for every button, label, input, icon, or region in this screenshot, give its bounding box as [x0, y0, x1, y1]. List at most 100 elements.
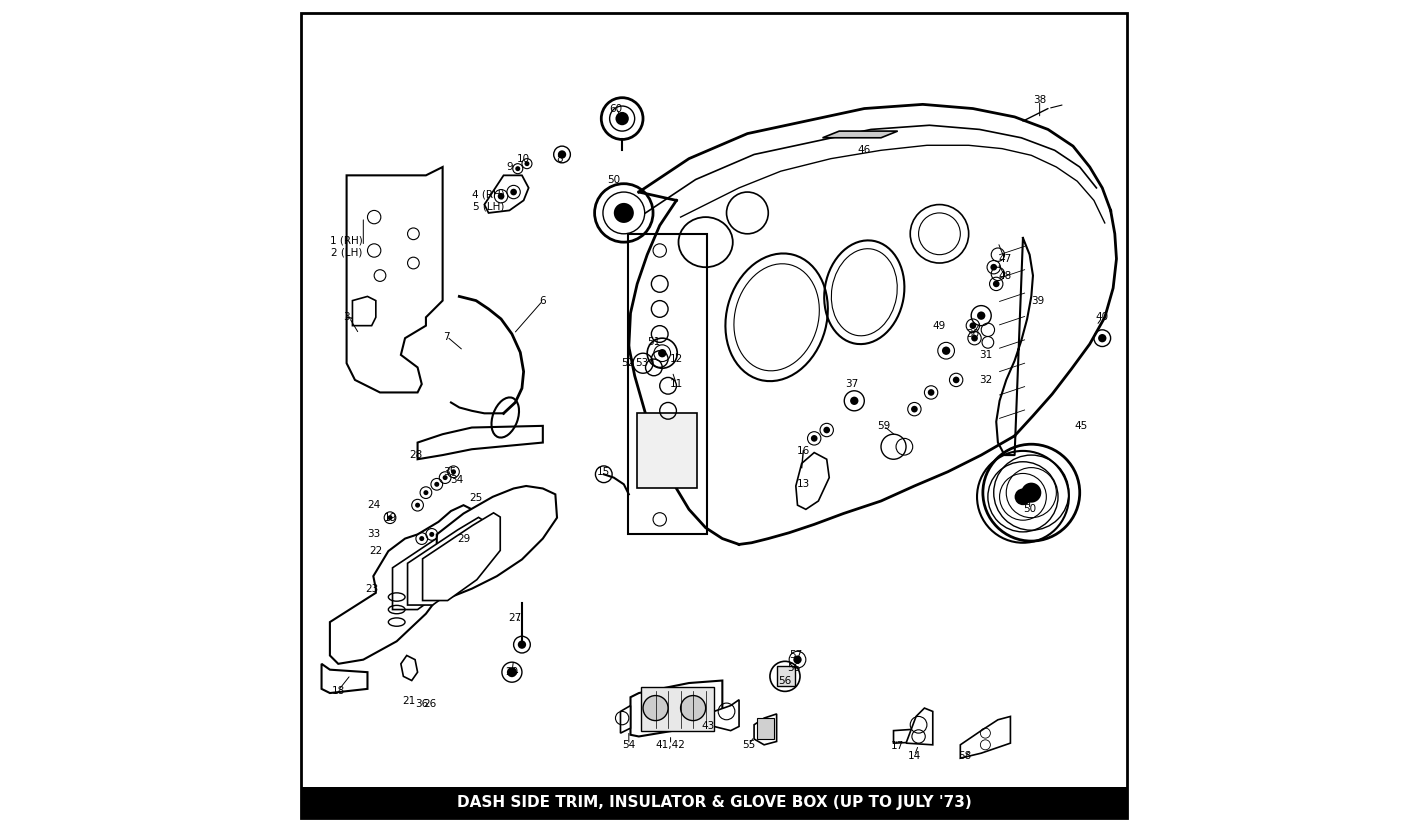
Text: 51: 51: [647, 337, 661, 347]
Text: 43: 43: [701, 721, 715, 731]
Text: 13: 13: [797, 479, 810, 489]
Polygon shape: [423, 513, 500, 600]
Circle shape: [1021, 483, 1041, 503]
Text: 58: 58: [958, 751, 971, 761]
Polygon shape: [894, 728, 931, 743]
Bar: [641, 687, 714, 731]
Polygon shape: [795, 453, 830, 509]
Circle shape: [518, 640, 526, 649]
Text: 39: 39: [1031, 296, 1045, 306]
Text: 56: 56: [787, 663, 800, 673]
Text: 6: 6: [540, 296, 545, 306]
Polygon shape: [417, 426, 543, 459]
Text: 20: 20: [506, 667, 518, 677]
Text: 55: 55: [743, 740, 755, 750]
Circle shape: [507, 667, 517, 677]
Circle shape: [558, 150, 567, 159]
Circle shape: [942, 347, 950, 355]
Circle shape: [524, 161, 530, 166]
Text: 54: 54: [623, 740, 635, 750]
Text: 23: 23: [366, 584, 378, 594]
Circle shape: [811, 435, 818, 442]
Polygon shape: [631, 681, 723, 736]
Polygon shape: [407, 518, 486, 605]
Text: 14: 14: [908, 751, 921, 761]
Polygon shape: [484, 175, 528, 213]
Polygon shape: [621, 706, 631, 733]
Circle shape: [424, 490, 428, 495]
Circle shape: [387, 515, 393, 520]
Text: 4 (RH)
5 (LH): 4 (RH) 5 (LH): [473, 190, 506, 211]
Text: 48: 48: [998, 271, 1011, 281]
Text: 27: 27: [508, 613, 521, 623]
Bar: [757, 718, 774, 739]
Text: 46: 46: [858, 145, 871, 155]
Circle shape: [420, 536, 424, 541]
Polygon shape: [347, 167, 443, 392]
Polygon shape: [353, 296, 376, 326]
Text: 47: 47: [998, 254, 1011, 264]
Circle shape: [1098, 334, 1107, 342]
Text: 50: 50: [607, 175, 620, 185]
Text: 3: 3: [343, 312, 350, 322]
Bar: [301, 787, 1127, 818]
Text: 22: 22: [370, 546, 383, 556]
Text: 7: 7: [444, 331, 450, 342]
Circle shape: [1015, 488, 1031, 505]
Polygon shape: [754, 714, 777, 745]
Polygon shape: [393, 522, 470, 610]
Circle shape: [498, 193, 504, 200]
Text: 24: 24: [367, 500, 381, 510]
Circle shape: [510, 189, 517, 195]
Text: 40: 40: [1095, 312, 1108, 322]
Text: 25: 25: [470, 493, 483, 504]
Text: 21: 21: [403, 696, 416, 706]
Text: 11: 11: [670, 379, 683, 389]
Polygon shape: [330, 505, 471, 664]
Text: 50: 50: [1022, 504, 1037, 514]
Text: 12: 12: [670, 354, 683, 364]
Text: 52: 52: [621, 358, 634, 368]
Circle shape: [970, 322, 977, 329]
Text: 18: 18: [331, 686, 346, 696]
Bar: [637, 413, 697, 488]
Text: DASH SIDE TRIM, INSULATOR & GLOVE BOX (UP TO JULY '73): DASH SIDE TRIM, INSULATOR & GLOVE BOX (U…: [457, 795, 971, 810]
Text: 38: 38: [1032, 95, 1047, 105]
Polygon shape: [401, 655, 417, 681]
Circle shape: [658, 349, 667, 357]
Circle shape: [643, 696, 668, 721]
Text: 26: 26: [424, 699, 437, 709]
Circle shape: [681, 696, 705, 721]
Text: 10: 10: [517, 154, 530, 164]
Text: 60: 60: [610, 104, 623, 114]
Text: 17: 17: [891, 741, 904, 751]
Circle shape: [443, 475, 447, 480]
Text: 28: 28: [410, 450, 423, 460]
Circle shape: [615, 112, 628, 125]
Circle shape: [977, 311, 985, 320]
Text: 16: 16: [797, 446, 810, 456]
Text: 19: 19: [384, 513, 397, 523]
Circle shape: [850, 397, 858, 405]
Circle shape: [451, 469, 456, 474]
Text: 59: 59: [877, 421, 890, 431]
Text: 57: 57: [790, 650, 803, 660]
Circle shape: [434, 482, 440, 487]
Text: 29: 29: [457, 534, 470, 544]
Text: 34: 34: [450, 475, 464, 485]
Polygon shape: [437, 486, 557, 597]
Bar: [777, 666, 795, 686]
Text: 36: 36: [416, 699, 428, 709]
Text: 41,42: 41,42: [655, 740, 685, 750]
Circle shape: [614, 203, 634, 223]
Circle shape: [952, 377, 960, 383]
Polygon shape: [823, 131, 898, 138]
Text: 37: 37: [845, 379, 858, 389]
Text: 15: 15: [597, 467, 610, 477]
Text: 30: 30: [967, 329, 980, 339]
Text: 9: 9: [506, 162, 513, 172]
Text: 1 (RH)
2 (LH): 1 (RH) 2 (LH): [330, 235, 363, 257]
Circle shape: [824, 427, 830, 433]
Circle shape: [971, 335, 978, 342]
Circle shape: [516, 166, 520, 171]
